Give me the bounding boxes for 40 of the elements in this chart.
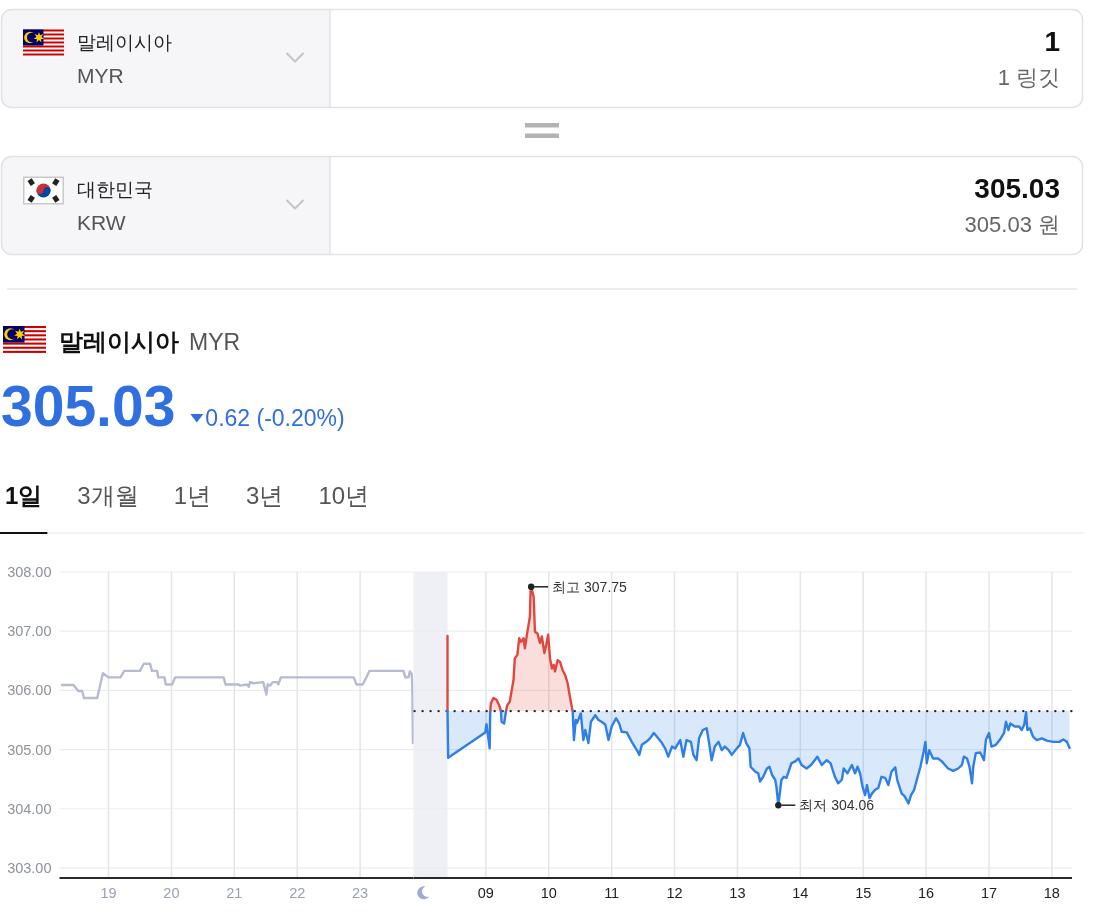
y-tick-label: 304.00 [7,800,52,817]
text: 10년 [318,481,370,509]
y-tick-label: 308.00 [7,564,52,580]
text: 1년 [173,481,212,509]
x-tick-label: 22 [289,885,306,901]
text: 305.03 원 [964,212,1060,237]
x-tick-label: 23 [352,885,369,901]
text: 305.03 [1,374,176,438]
text: 3년 [246,481,284,509]
x-tick-label: 10 [540,885,557,901]
text: 0.62 (-0.20%) [205,405,345,431]
chart-title: 말레이시아 [59,327,179,355]
text: 말레이시아 [77,32,172,53]
text: 1 링깃 [997,65,1060,90]
x-tick-label: 20 [163,885,180,901]
x-tick-label: 21 [226,885,243,901]
x-tick-label: 19 [100,885,117,901]
y-tick-label: 307.00 [7,623,52,640]
x-tick-label: 18 [1043,885,1060,901]
text: 1 [1044,26,1060,57]
text: KRW [77,211,126,234]
text: 1일 [5,481,43,509]
text: MYR [77,64,124,87]
annotation: 최고 307.75 [552,578,628,595]
text: 305.03 [974,173,1060,204]
text: 대한민국 [77,179,153,200]
x-tick-label: 13 [729,885,746,901]
x-tick-label: 16 [918,885,935,901]
x-tick-label: 12 [666,885,683,901]
x-tick-label: 17 [980,885,998,901]
y-tick-label: 305.00 [7,741,52,758]
text: 3개월 [77,481,139,509]
x-tick-label: 14 [792,885,809,901]
y-tick-label: 306.00 [7,682,52,699]
x-tick-label: 15 [855,885,872,901]
annotation: 최저 304.06 [799,797,875,814]
x-tick-label: 09 [477,885,494,901]
x-tick-label: 11 [604,885,620,901]
chart-subtitle: MYR [189,329,241,355]
y-tick-label: 303.00 [7,859,52,876]
